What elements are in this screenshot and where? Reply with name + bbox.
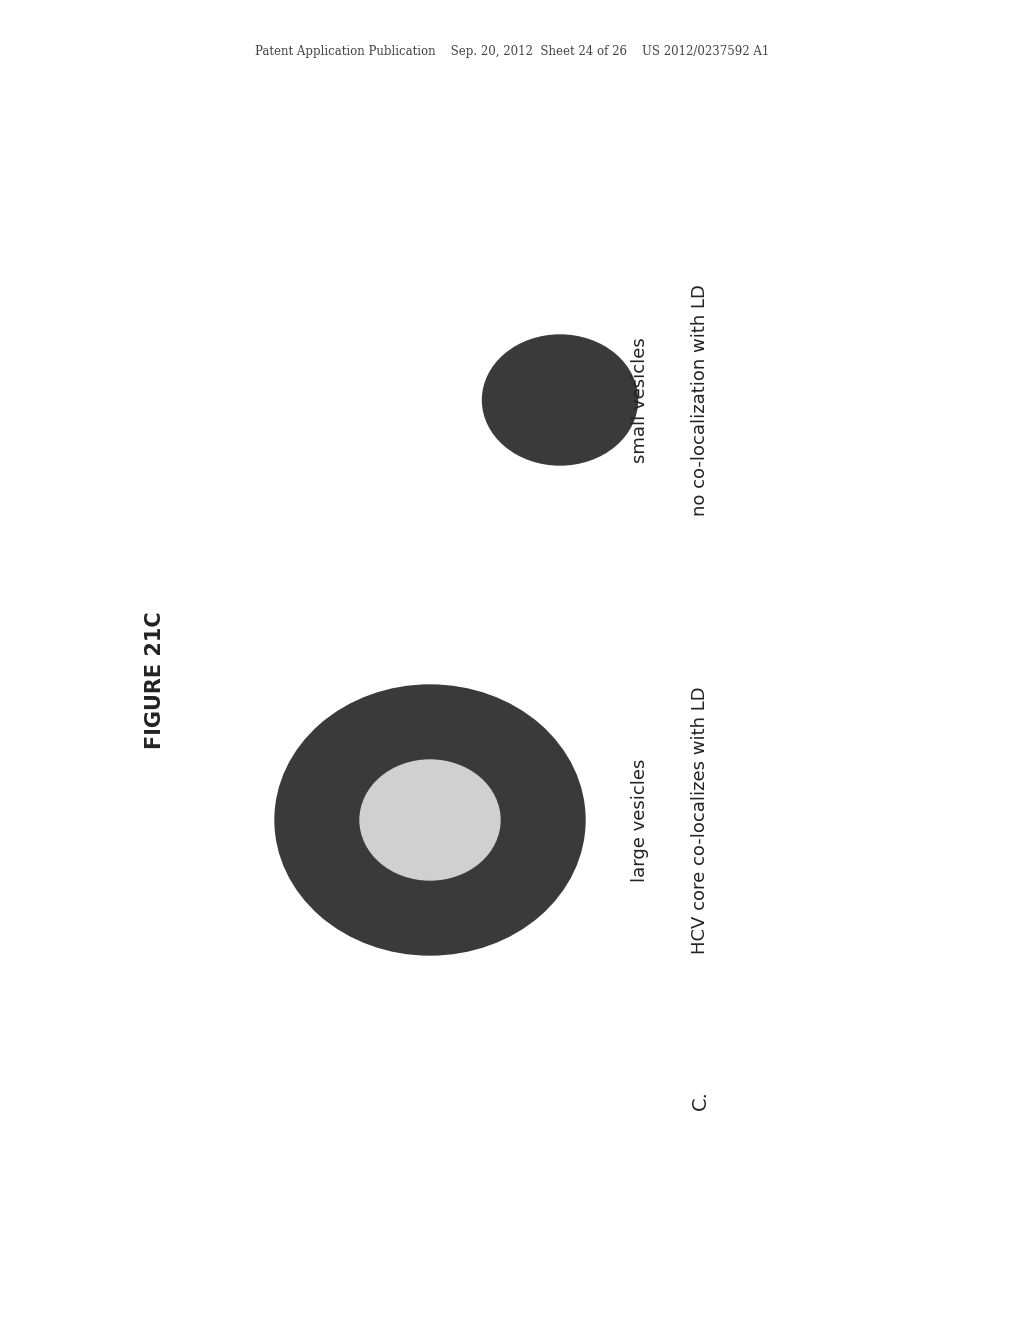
Ellipse shape bbox=[360, 760, 500, 880]
Text: FIGURE 21C: FIGURE 21C bbox=[145, 611, 165, 748]
Text: Patent Application Publication    Sep. 20, 2012  Sheet 24 of 26    US 2012/02375: Patent Application Publication Sep. 20, … bbox=[255, 45, 769, 58]
Text: large vesicles: large vesicles bbox=[631, 758, 649, 882]
Text: HCV core co-localizes with LD: HCV core co-localizes with LD bbox=[691, 686, 709, 954]
Ellipse shape bbox=[275, 685, 585, 954]
Text: small vesicles: small vesicles bbox=[631, 337, 649, 463]
Text: no co-localization with LD: no co-localization with LD bbox=[691, 284, 709, 516]
Ellipse shape bbox=[482, 335, 638, 465]
Text: C.: C. bbox=[690, 1090, 710, 1110]
